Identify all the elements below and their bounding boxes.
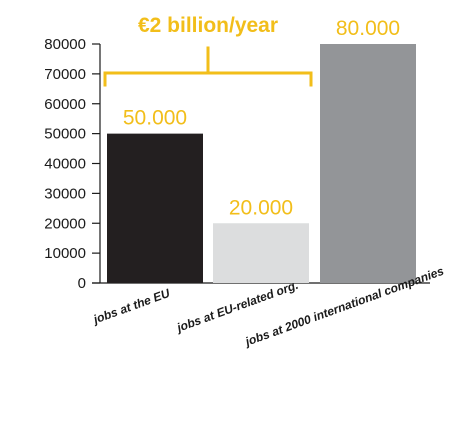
y-tick-label: 0 (78, 275, 86, 292)
bar-layer (107, 44, 416, 283)
y-tick-label: 80000 (44, 36, 86, 53)
value-label-1: 50.000 (123, 107, 187, 130)
category-label-1: jobs at the EU (90, 286, 172, 327)
y-tick-label: 40000 (44, 156, 86, 173)
y-tick-label: 10000 (44, 245, 86, 262)
bar-1 (107, 133, 203, 283)
y-tick-label: 20000 (44, 215, 86, 232)
bar-2 (213, 223, 309, 283)
y-tick-label: 30000 (44, 185, 86, 202)
axis-layer: 0 10000 20000 30000 40000 50000 60000 70000 8000… (44, 36, 430, 292)
annotation-label: €2 billion/year (138, 14, 278, 37)
y-tick-label: 70000 (44, 66, 86, 83)
y-tick-label: 50000 (44, 126, 86, 143)
value-label-3: 80.000 (336, 17, 400, 40)
value-label-2: 20.000 (229, 196, 293, 219)
y-tick-label: 60000 (44, 96, 86, 113)
bar-3 (320, 44, 416, 283)
annotation-layer: €2 billion/year (103, 14, 313, 87)
annotation-bracket (103, 46, 313, 87)
